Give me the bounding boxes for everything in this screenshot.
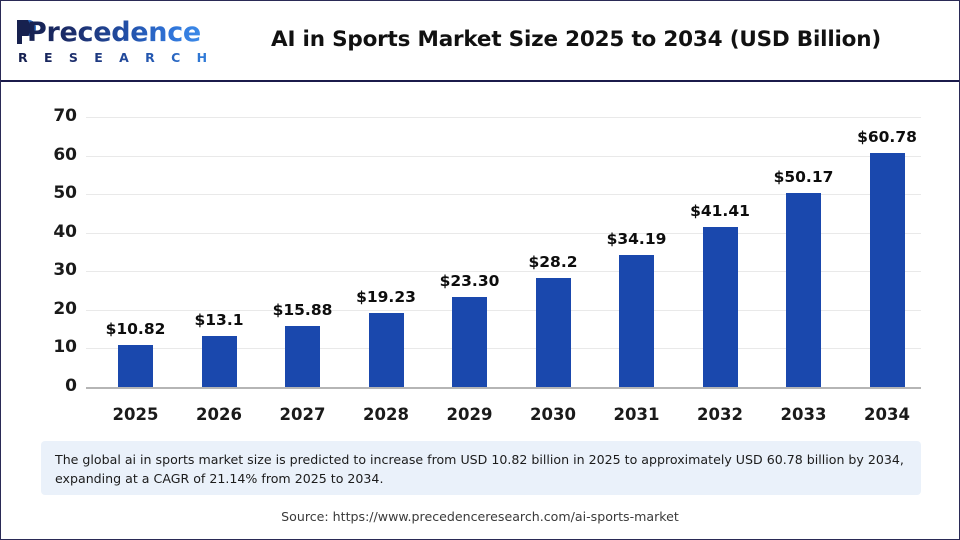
gridline bbox=[86, 117, 921, 118]
x-axis-tick-label: 2025 bbox=[112, 405, 159, 424]
y-axis-tick-label: 20 bbox=[53, 298, 77, 319]
y-axis-tick-label: 50 bbox=[53, 183, 77, 204]
bar-value-label: $60.78 bbox=[857, 127, 917, 146]
bar[interactable] bbox=[201, 336, 237, 387]
bar[interactable] bbox=[285, 325, 320, 387]
x-axis-tick-label: 2027 bbox=[279, 405, 326, 424]
bar[interactable] bbox=[452, 297, 487, 387]
bar[interactable] bbox=[535, 278, 571, 387]
gridline bbox=[86, 194, 921, 196]
y-axis-tick-label: 30 bbox=[53, 260, 77, 281]
x-axis-tick-label: 2028 bbox=[363, 405, 409, 424]
logo-subtitle: R E S E A R C H bbox=[18, 50, 214, 65]
bar[interactable] bbox=[786, 193, 821, 387]
bar-value-label: $19.23 bbox=[356, 287, 416, 306]
gridline bbox=[86, 348, 921, 350]
gridline bbox=[86, 232, 921, 234]
bar-value-label: $50.17 bbox=[773, 168, 834, 187]
bar-value-label: $41.41 bbox=[690, 202, 750, 221]
bar[interactable] bbox=[869, 152, 905, 387]
x-axis-tick-label: 2032 bbox=[697, 405, 743, 424]
x-axis-tick-label: 2029 bbox=[446, 405, 493, 424]
bar-value-label: $10.82 bbox=[105, 320, 166, 339]
gridline bbox=[86, 271, 921, 273]
summary-callout: The global ai in sports market size is p… bbox=[41, 441, 921, 495]
bar-value-label: $34.19 bbox=[606, 230, 667, 249]
x-axis-tick-label: 2034 bbox=[864, 405, 910, 424]
gridline bbox=[86, 155, 921, 157]
bar-value-label: $13.1 bbox=[194, 311, 244, 330]
y-axis-tick-label: 10 bbox=[53, 337, 77, 358]
bar[interactable] bbox=[702, 227, 738, 387]
x-axis-tick-label: 2026 bbox=[196, 405, 242, 424]
x-axis-tick-label: 2030 bbox=[530, 405, 576, 424]
y-axis-tick-label: 40 bbox=[53, 221, 77, 242]
y-axis-tick-label: 70 bbox=[53, 106, 77, 126]
page-title: AI in Sports Market Size 2025 to 2034 (U… bbox=[271, 27, 881, 52]
chart-plot-area: 0 10 20 30 40 50 60 70 $10.82 $13.1 $15.88 $19.23 $… bbox=[1, 84, 959, 429]
chart-header: Precedence R E S E A R C H AI in Sports … bbox=[1, 1, 959, 82]
gridline bbox=[86, 309, 921, 311]
bar[interactable] bbox=[619, 255, 654, 387]
bar[interactable] bbox=[118, 345, 153, 387]
y-axis-tick-label: 60 bbox=[53, 144, 77, 165]
bar-value-label: $23.30 bbox=[439, 272, 500, 291]
bar-value-label: $15.88 bbox=[272, 300, 333, 319]
summary-text: The global ai in sports market size is p… bbox=[55, 452, 904, 486]
bar[interactable] bbox=[368, 312, 404, 387]
precedence-research-logo: Precedence R E S E A R C H bbox=[15, 17, 207, 69]
x-axis-tick-label: 2033 bbox=[780, 405, 827, 424]
source-attribution: Source: https://www.precedenceresearch.c… bbox=[281, 509, 679, 524]
axis-baseline bbox=[86, 387, 921, 389]
logo-wordmark: Precedence bbox=[27, 17, 201, 48]
bar-value-label: $28.2 bbox=[528, 253, 578, 272]
x-axis-tick-label: 2031 bbox=[613, 405, 660, 424]
precedence-leaf-mark bbox=[17, 20, 36, 44]
y-axis-tick-label: 0 bbox=[65, 376, 77, 396]
